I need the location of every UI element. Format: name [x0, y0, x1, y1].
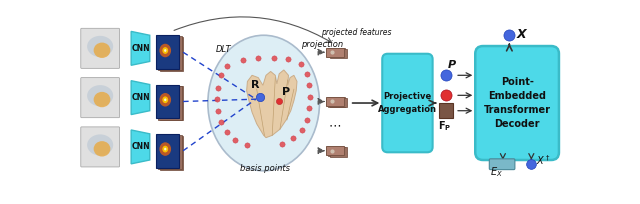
Text: CNN: CNN: [131, 142, 150, 151]
Ellipse shape: [159, 142, 171, 156]
FancyBboxPatch shape: [382, 54, 433, 152]
Ellipse shape: [159, 44, 171, 57]
FancyBboxPatch shape: [490, 159, 515, 170]
Ellipse shape: [163, 47, 168, 54]
Ellipse shape: [93, 43, 110, 58]
Ellipse shape: [164, 99, 166, 101]
Text: $X^\dagger$: $X^\dagger$: [536, 154, 550, 167]
Bar: [326, 97, 344, 106]
Bar: [328, 147, 345, 156]
Polygon shape: [131, 31, 150, 65]
Text: basis points: basis points: [241, 164, 291, 173]
FancyBboxPatch shape: [476, 46, 559, 160]
Text: CNN: CNN: [131, 93, 150, 102]
Bar: [160, 86, 183, 120]
Bar: [156, 35, 179, 69]
Text: Point-
Embedded
Transformer
Decoder: Point- Embedded Transformer Decoder: [484, 77, 550, 129]
Bar: [328, 98, 345, 107]
Text: DLT: DLT: [216, 45, 231, 54]
Ellipse shape: [163, 96, 168, 103]
Bar: [160, 136, 183, 170]
Ellipse shape: [87, 36, 113, 57]
Text: $\mathbf{F_P}$: $\mathbf{F_P}$: [438, 119, 451, 133]
Bar: [160, 37, 183, 71]
Bar: [330, 98, 347, 107]
Bar: [326, 146, 344, 155]
Bar: [158, 86, 182, 120]
Bar: [158, 37, 182, 70]
FancyBboxPatch shape: [81, 127, 120, 167]
Bar: [156, 134, 179, 168]
Polygon shape: [131, 130, 150, 164]
Text: Projective
Aggregation: Projective Aggregation: [378, 92, 437, 114]
Text: P: P: [448, 60, 456, 70]
Ellipse shape: [87, 134, 113, 156]
FancyBboxPatch shape: [81, 78, 120, 118]
Text: projected features: projected features: [321, 28, 391, 37]
Bar: [326, 48, 344, 57]
Text: P: P: [282, 87, 291, 97]
Text: X: X: [517, 28, 527, 41]
Bar: [156, 84, 179, 118]
Ellipse shape: [163, 146, 168, 152]
Ellipse shape: [93, 141, 110, 156]
Ellipse shape: [87, 85, 113, 106]
Text: R: R: [252, 80, 260, 90]
Ellipse shape: [159, 93, 171, 106]
Bar: [328, 48, 345, 58]
Bar: [330, 49, 347, 58]
Polygon shape: [131, 81, 150, 115]
Ellipse shape: [164, 49, 166, 52]
Bar: [330, 147, 347, 157]
Text: CNN: CNN: [131, 44, 150, 53]
Bar: [439, 103, 452, 118]
Text: $E_X$: $E_X$: [490, 165, 504, 179]
Ellipse shape: [208, 35, 319, 171]
Ellipse shape: [93, 92, 110, 107]
Ellipse shape: [164, 148, 166, 150]
Text: ⋯: ⋯: [329, 120, 341, 133]
Polygon shape: [246, 70, 297, 138]
Bar: [158, 135, 182, 169]
FancyBboxPatch shape: [81, 28, 120, 68]
Text: projection: projection: [301, 40, 343, 49]
